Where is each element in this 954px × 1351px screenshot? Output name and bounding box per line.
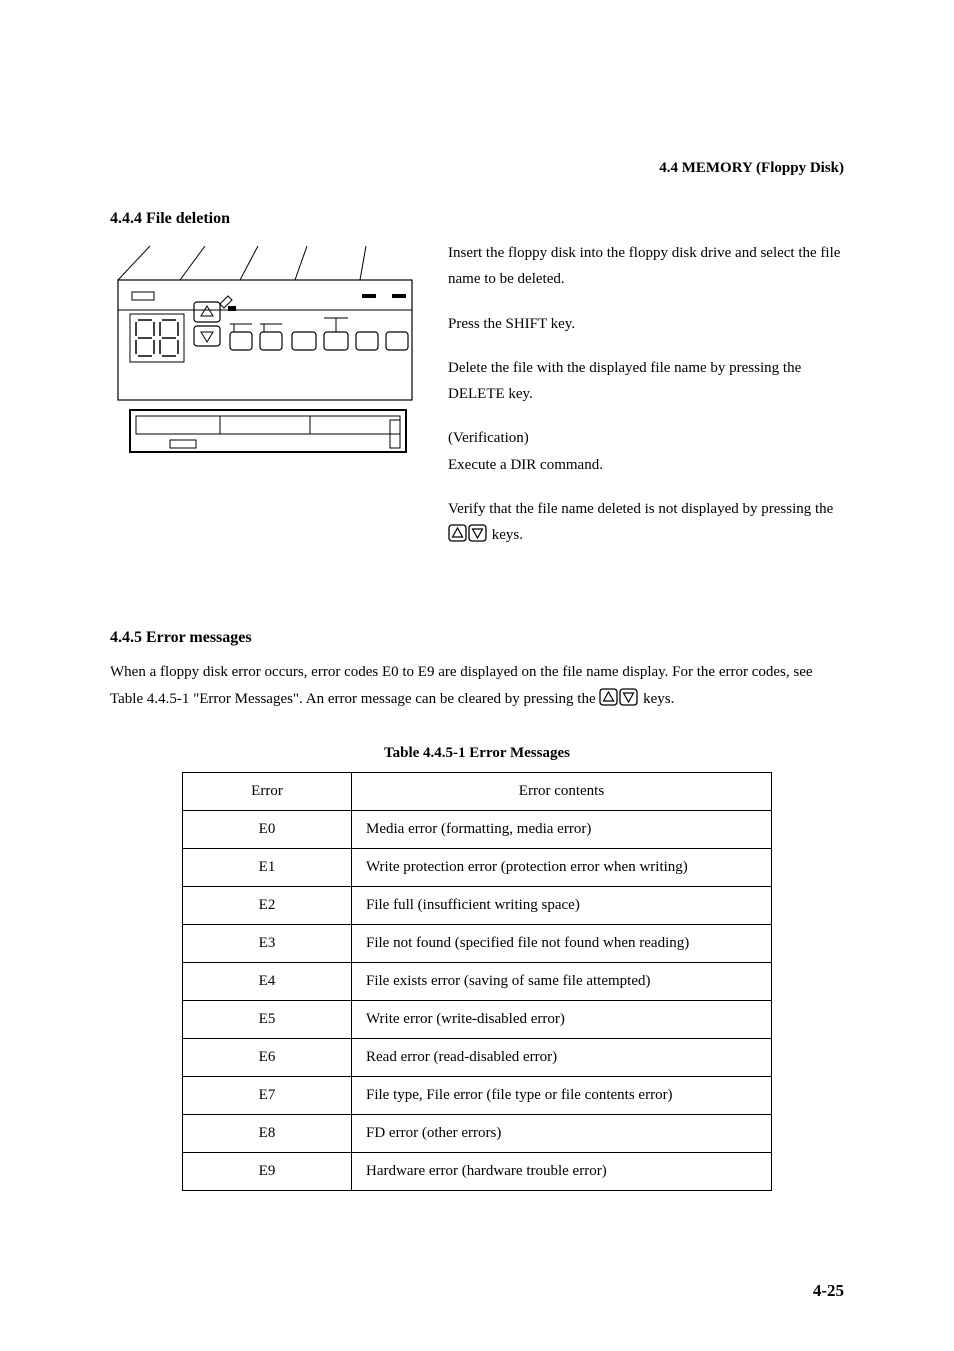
err-desc: Read error (read-disabled error) <box>352 1038 772 1076</box>
err-code: E2 <box>183 886 352 924</box>
section-445-body: When a floppy disk error occurs, error c… <box>110 659 844 715</box>
error-messages-table: Error Error contents E0Media error (form… <box>182 772 772 1191</box>
page-container: 4.4 MEMORY (Floppy Disk) 4.4.4 File dele… <box>0 0 954 1351</box>
device-diagram <box>110 240 420 465</box>
instr-p5: Verify that the file name deleted is not… <box>448 496 844 552</box>
body-suffix: keys. <box>643 691 674 707</box>
table-header-row: Error Error contents <box>183 772 772 810</box>
section-445-heading: 4.4.5 Error messages <box>110 629 844 647</box>
err-code: E5 <box>183 1000 352 1038</box>
err-desc: File type, File error (file type or file… <box>352 1076 772 1114</box>
table-row: E7File type, File error (file type or fi… <box>183 1076 772 1114</box>
err-desc: File not found (specified file not found… <box>352 924 772 962</box>
updown-keys-icon <box>448 524 488 551</box>
err-desc: FD error (other errors) <box>352 1114 772 1152</box>
table-row: E5Write error (write-disabled error) <box>183 1000 772 1038</box>
table-row: E9Hardware error (hardware trouble error… <box>183 1152 772 1190</box>
table-row: E0Media error (formatting, media error) <box>183 810 772 848</box>
instr-p5-prefix: Verify that the file name deleted is not… <box>448 501 833 517</box>
instr-p1: Press the SHIFT key. <box>448 311 844 337</box>
table-row: E3File not found (specified file not fou… <box>183 924 772 962</box>
err-code: E1 <box>183 848 352 886</box>
err-desc: Write error (write-disabled error) <box>352 1000 772 1038</box>
instruction-column: Insert the floppy disk into the floppy d… <box>448 240 844 569</box>
body-prefix: When a floppy disk error occurs, error c… <box>110 664 813 706</box>
chapter-header: 4.4 MEMORY (Floppy Disk) <box>659 160 844 177</box>
instr-p0: Insert the floppy disk into the floppy d… <box>448 240 844 293</box>
device-svg <box>110 240 420 460</box>
instr-p5-suffix: keys. <box>492 527 523 543</box>
col-contents: Error contents <box>352 772 772 810</box>
err-code: E0 <box>183 810 352 848</box>
instr-p4: Execute a DIR command. <box>448 452 844 478</box>
err-desc: File full (insufficient writing space) <box>352 886 772 924</box>
error-table-caption: Table 4.4.5-1 Error Messages <box>110 745 844 762</box>
table-row: E1Write protection error (protection err… <box>183 848 772 886</box>
err-code: E4 <box>183 962 352 1000</box>
table-row: E8FD error (other errors) <box>183 1114 772 1152</box>
err-code: E3 <box>183 924 352 962</box>
instr-p3: (Verification) <box>448 425 844 451</box>
table-row: E2File full (insufficient writing space) <box>183 886 772 924</box>
instr-p2: Delete the file with the displayed file … <box>448 355 844 408</box>
err-desc: Write protection error (protection error… <box>352 848 772 886</box>
err-code: E7 <box>183 1076 352 1114</box>
page-number: 4-25 <box>813 1281 844 1301</box>
err-desc: Media error (formatting, media error) <box>352 810 772 848</box>
err-desc: File exists error (saving of same file a… <box>352 962 772 1000</box>
err-code: E6 <box>183 1038 352 1076</box>
section-444-heading: 4.4.4 File deletion <box>110 210 844 228</box>
err-code: E8 <box>183 1114 352 1152</box>
err-code: E9 <box>183 1152 352 1190</box>
file-deletion-row: Insert the floppy disk into the floppy d… <box>110 240 844 569</box>
err-desc: Hardware error (hardware trouble error) <box>352 1152 772 1190</box>
updown-keys-icon <box>599 688 639 715</box>
table-row: E6Read error (read-disabled error) <box>183 1038 772 1076</box>
table-row: E4File exists error (saving of same file… <box>183 962 772 1000</box>
col-error: Error <box>183 772 352 810</box>
